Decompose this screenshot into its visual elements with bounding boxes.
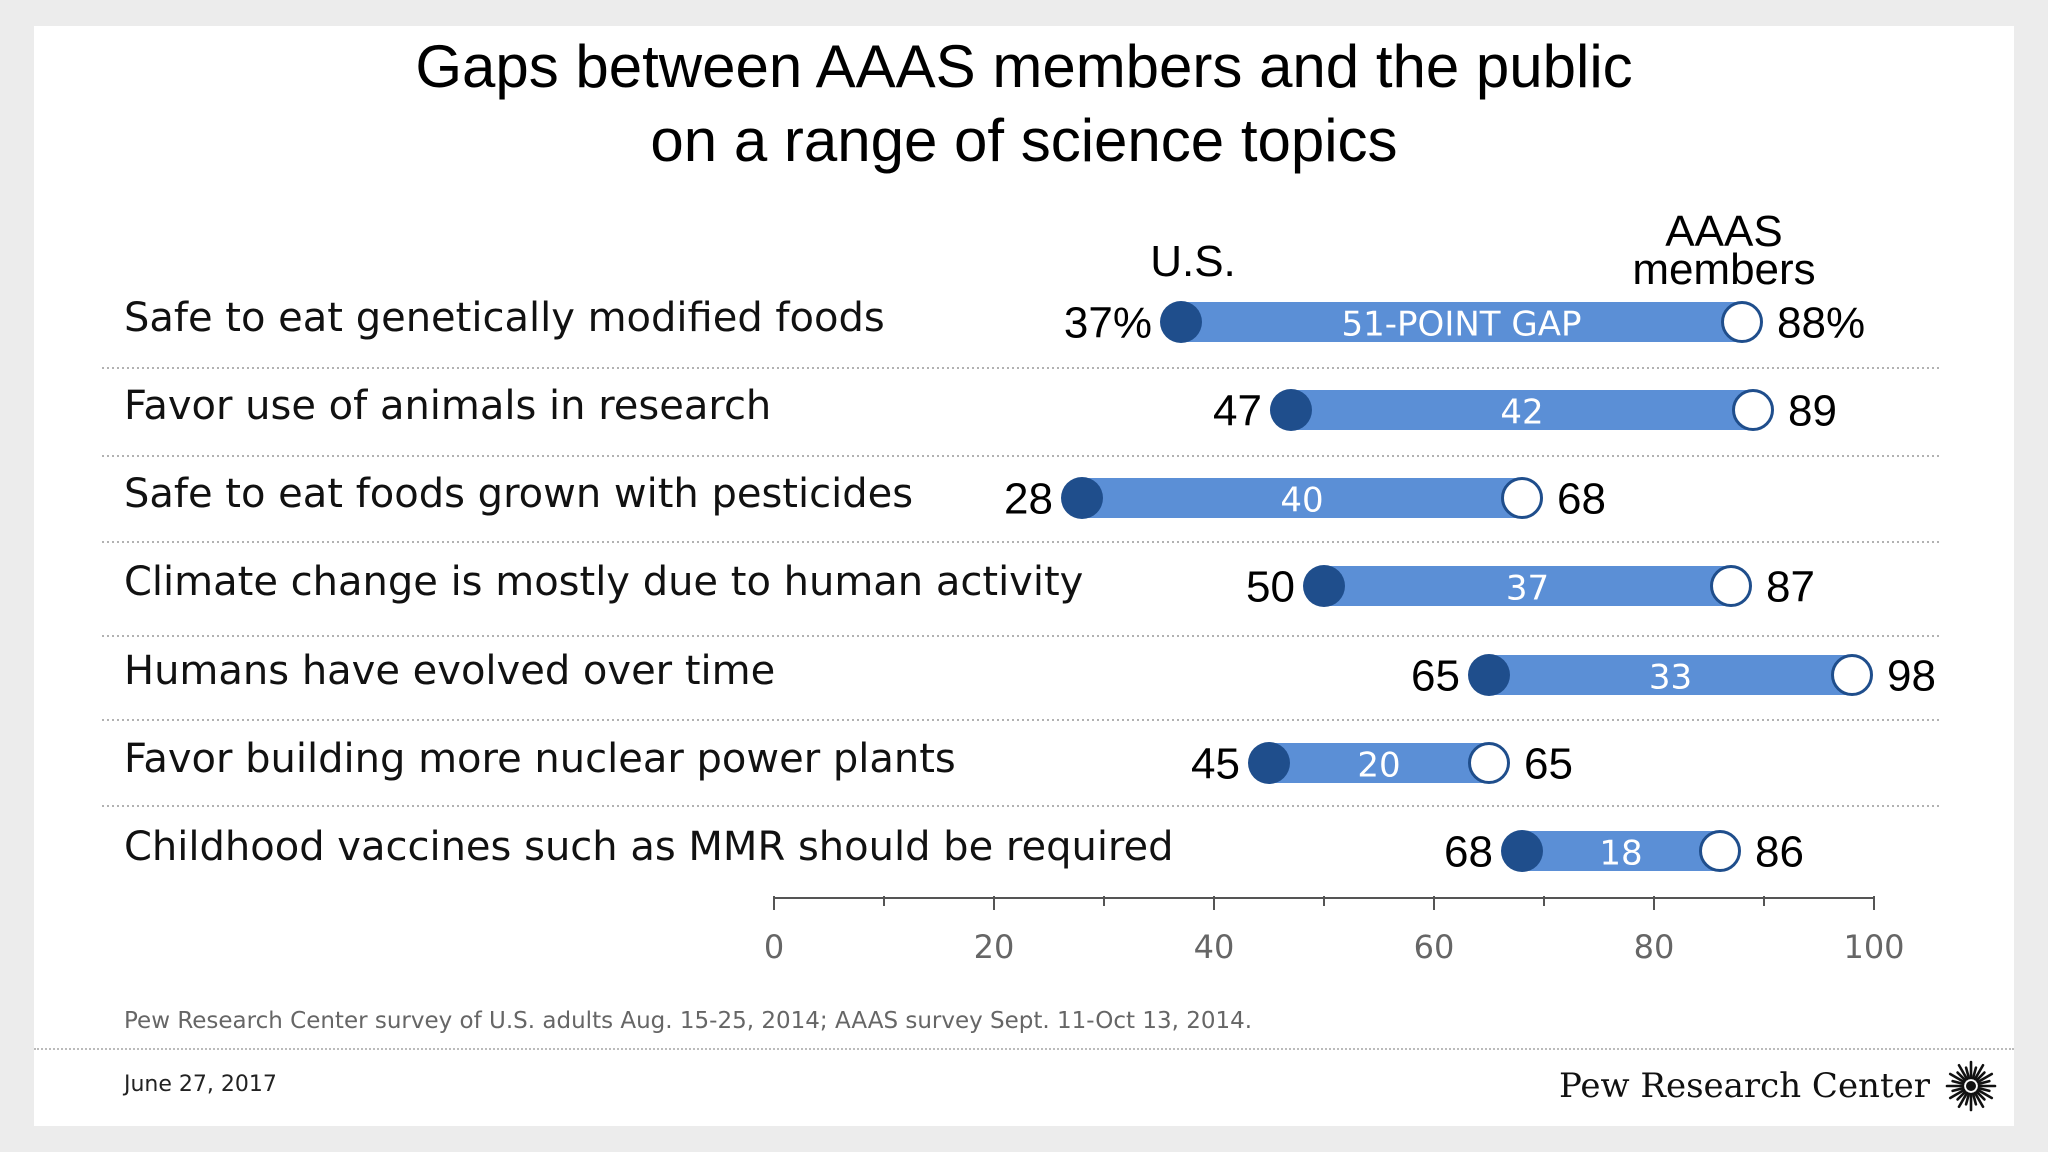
sunburst-ray [1951, 1079, 1965, 1086]
gap-bar-3 [1082, 478, 1522, 518]
us-dot-5 [1468, 654, 1510, 696]
gap-label-3: 40 [1280, 481, 1323, 521]
aaas-dot-5 [1831, 654, 1873, 696]
gap-label-1: 51-POINT GAP [1342, 305, 1582, 345]
sunburst-ray [1957, 1063, 1969, 1081]
sunburst-ray [1977, 1079, 1991, 1086]
footer-divider [34, 1048, 2014, 1050]
aaas-dot-6 [1468, 742, 1510, 784]
gap-label-2: 42 [1500, 393, 1543, 433]
source-footnote: Pew Research Center survey of U.S. adult… [124, 1008, 1253, 1034]
pew-sunburst-icon [1945, 1060, 1997, 1112]
sunburst-ray [1951, 1086, 1965, 1093]
publish-date: June 27, 2017 [124, 1072, 277, 1097]
us-dot-2 [1270, 389, 1312, 431]
series-label-aaas-line-2: members [1632, 245, 1815, 294]
gap-label-5: 33 [1649, 658, 1692, 698]
gap-bar-4 [1324, 566, 1731, 606]
chart-title-line-2: on a range of science topics [650, 107, 1398, 174]
us-value-4: 50 [1246, 563, 1295, 612]
sunburst-ray [1973, 1063, 1985, 1081]
gap-bar-6 [1269, 743, 1489, 783]
aaas-value-7: 86 [1755, 828, 1804, 877]
sunburst-ray [1964, 1092, 1971, 1106]
gap-label-4: 37 [1506, 569, 1549, 609]
series-label-aaas-line-1: AAAS [1665, 207, 1782, 256]
us-value-7: 68 [1444, 828, 1493, 877]
gap-label-6: 20 [1357, 746, 1400, 786]
sunburst-ray [1976, 1072, 1994, 1084]
pew-logo: Pew Research Center [1559, 1056, 1998, 1116]
aaas-dot-2 [1732, 389, 1774, 431]
aaas-dot-3 [1501, 477, 1543, 519]
us-dot-7 [1501, 830, 1543, 872]
sunburst-ray [1976, 1088, 1994, 1100]
sunburst-ray [1964, 1066, 1971, 1080]
x-tick-label-40: 40 [1194, 928, 1235, 966]
us-dot-3 [1061, 477, 1103, 519]
row-label-4: Climate change is mostly due to human ac… [124, 559, 1083, 605]
aaas-value-2: 89 [1788, 387, 1837, 436]
us-dot-4 [1303, 565, 1345, 607]
row-label-2: Favor use of animals in research [124, 383, 771, 429]
gap-label-7: 18 [1599, 834, 1642, 874]
us-value-6: 45 [1191, 740, 1240, 789]
row-label-6: Favor building more nuclear power plants [124, 736, 956, 782]
aaas-dot-1 [1721, 301, 1763, 343]
x-tick-label-20: 20 [974, 928, 1015, 966]
x-tick-label-0: 0 [764, 928, 784, 966]
gap-bar-5 [1489, 655, 1852, 695]
row-label-5: Humans have evolved over time [124, 648, 775, 694]
sunburst-ray [1971, 1092, 1978, 1106]
us-dot-1 [1160, 301, 1202, 343]
aaas-value-4: 87 [1766, 563, 1815, 612]
chart-title: Gaps between AAAS members and the public… [0, 30, 2048, 178]
sunburst-ray [1977, 1086, 1991, 1093]
sunburst-ray [1975, 1090, 1986, 1101]
aaas-value-5: 98 [1887, 652, 1936, 701]
sunburst-ray [1975, 1071, 1986, 1082]
pew-logo-text: Pew Research Center [1558, 1066, 1930, 1106]
gap-bar-7 [1522, 831, 1720, 871]
sunburst-ray [1973, 1091, 1985, 1109]
us-dot-6 [1248, 742, 1290, 784]
x-tick-label-60: 60 [1414, 928, 1455, 966]
sunburst-ray [1956, 1071, 1967, 1082]
aaas-value-3: 68 [1557, 475, 1606, 524]
x-tick-label-80: 80 [1634, 928, 1675, 966]
us-value-1: 37% [1064, 299, 1152, 348]
row-label-1: Safe to eat genetically modified foods [124, 295, 885, 341]
sunburst-ray [1957, 1091, 1969, 1109]
aaas-value-6: 65 [1524, 740, 1573, 789]
series-label-aaas: AAAS members [1632, 207, 1815, 294]
x-tick-label-100: 100 [1843, 928, 1904, 966]
us-value-2: 47 [1213, 387, 1262, 436]
gap-bar-1 [1181, 302, 1742, 342]
sunburst-ray [1948, 1088, 1966, 1100]
row-label-7: Childhood vaccines such as MMR should be… [124, 824, 1174, 870]
aaas-dot-4 [1710, 565, 1752, 607]
aaas-dot-7 [1699, 830, 1741, 872]
aaas-value-1: 88% [1777, 299, 1865, 348]
row-label-3: Safe to eat foods grown with pesticides [124, 471, 913, 517]
sunburst-ray [1971, 1066, 1978, 1080]
us-value-5: 65 [1411, 652, 1460, 701]
chart-title-line-1: Gaps between AAAS members and the public [415, 33, 1633, 100]
series-label-us: U.S. [1150, 237, 1236, 286]
sunburst-ray [1956, 1090, 1967, 1101]
sunburst-ray [1948, 1072, 1966, 1084]
gap-bar-2 [1291, 390, 1753, 430]
us-value-3: 28 [1004, 475, 1053, 524]
